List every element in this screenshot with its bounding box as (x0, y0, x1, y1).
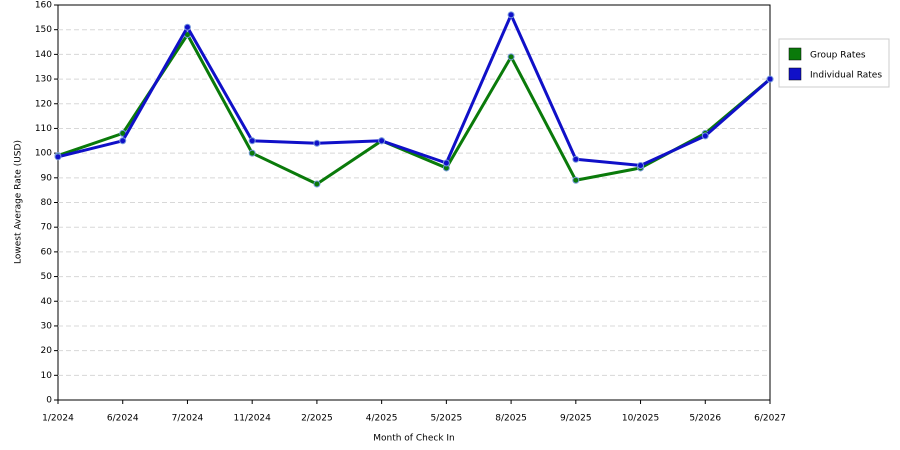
y-tick-label: 80 (41, 198, 53, 208)
x-tick-label: 7/2024 (172, 414, 204, 424)
y-tick-label: 90 (41, 173, 53, 183)
data-point (313, 139, 321, 147)
data-point (507, 11, 515, 19)
y-tick-label: 110 (35, 124, 52, 134)
data-point (313, 180, 321, 188)
legend-swatch (788, 47, 802, 61)
x-tick-label: 6/2024 (107, 414, 139, 424)
x-tick-label: 9/2025 (560, 414, 592, 424)
y-tick-label: 130 (35, 75, 52, 85)
data-point (183, 23, 191, 31)
y-tick-label: 150 (35, 25, 52, 35)
x-axis-label: Month of Check In (373, 434, 455, 444)
y-tick-label: 100 (35, 149, 52, 159)
data-point (54, 153, 62, 161)
y-tick-label: 10 (41, 371, 53, 381)
data-point (637, 161, 645, 169)
data-point (701, 132, 709, 140)
x-tick-label: 8/2025 (495, 414, 527, 424)
y-tick-label: 140 (35, 50, 52, 60)
y-tick-label: 30 (41, 321, 53, 331)
data-point (572, 155, 580, 163)
y-tick-label: 50 (41, 272, 53, 282)
data-point (442, 159, 450, 167)
data-point (248, 149, 256, 157)
data-point (766, 75, 774, 83)
data-point (248, 137, 256, 145)
y-tick-label: 0 (46, 396, 52, 406)
y-tick-label: 40 (41, 297, 53, 307)
x-tick-label: 5/2026 (689, 414, 721, 424)
data-point (378, 137, 386, 145)
y-tick-label: 20 (41, 346, 53, 356)
x-tick-label: 2/2025 (301, 414, 333, 424)
data-point (572, 176, 580, 184)
data-point (119, 137, 127, 145)
x-tick-label: 10/2025 (622, 414, 659, 424)
x-tick-label: 4/2025 (366, 414, 398, 424)
data-point (507, 53, 515, 61)
legend-swatch (788, 67, 802, 81)
y-tick-label: 160 (35, 1, 52, 11)
x-tick-label: 1/2024 (42, 414, 74, 424)
y-tick-label: 60 (41, 247, 53, 257)
y-tick-label: 120 (35, 99, 52, 109)
x-tick-label: 11/2024 (233, 414, 271, 424)
y-axis-label: Lowest Average Rate (USD) (14, 140, 24, 264)
x-tick-label: 6/2027 (754, 414, 786, 424)
x-tick-label: 5/2025 (431, 414, 463, 424)
y-tick-label: 70 (41, 223, 53, 233)
legend-label: Group Rates (810, 51, 866, 61)
series-line (57, 13, 771, 167)
legend-label: Individual Rates (810, 71, 882, 81)
